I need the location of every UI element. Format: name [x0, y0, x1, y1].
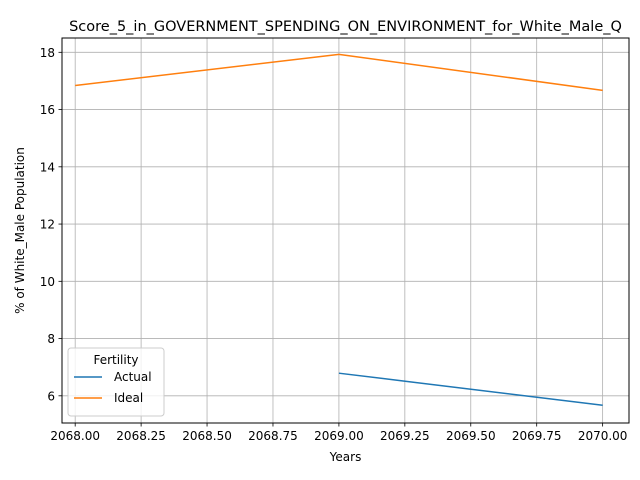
y-axis-title: % of White_Male Population	[13, 147, 27, 314]
x-tick-label: 2068.25	[116, 429, 166, 443]
x-tick-label: 2069.00	[314, 429, 364, 443]
legend-entries: Actual Ideal	[74, 370, 152, 405]
y-tick-label: 12	[40, 218, 55, 232]
series-line-ideal	[75, 53, 603, 92]
legend-label-actual: Actual	[114, 370, 152, 384]
x-axis-title: Years	[329, 450, 362, 464]
y-tick-label: 14	[40, 160, 55, 174]
x-tick-label: 2068.00	[50, 429, 100, 443]
x-tick-label: 2068.75	[248, 429, 298, 443]
series-line-actual	[338, 372, 603, 406]
y-tick-label: 16	[40, 103, 55, 117]
legend-title: Fertility	[93, 353, 138, 367]
y-axis-ticks: 6 8 10 12 14 16 18	[40, 46, 62, 403]
legend: Fertility Actual Ideal	[67, 347, 165, 417]
y-tick-label: 8	[47, 332, 55, 346]
chart-title: Score_5_in_GOVERNMENT_SPENDING_ON_ENVIRO…	[69, 19, 622, 35]
plot-frame	[61, 37, 630, 424]
x-tick-label: 2070.00	[578, 429, 628, 443]
y-tick-label: 18	[40, 46, 55, 60]
x-axis-ticks: 2068.00 2068.25 2068.50 2068.75 2069.00 2069.…	[50, 423, 627, 443]
y-tick-label: 10	[40, 275, 55, 289]
grid	[62, 38, 629, 423]
x-tick-label: 2069.75	[512, 429, 562, 443]
x-tick-label: 2069.50	[446, 429, 496, 443]
legend-box	[67, 347, 165, 417]
y-tick-label: 6	[47, 389, 55, 403]
series-lines	[75, 53, 603, 406]
legend-label-ideal: Ideal	[114, 391, 143, 405]
x-tick-label: 2068.50	[182, 429, 232, 443]
x-tick-label: 2069.25	[380, 429, 430, 443]
